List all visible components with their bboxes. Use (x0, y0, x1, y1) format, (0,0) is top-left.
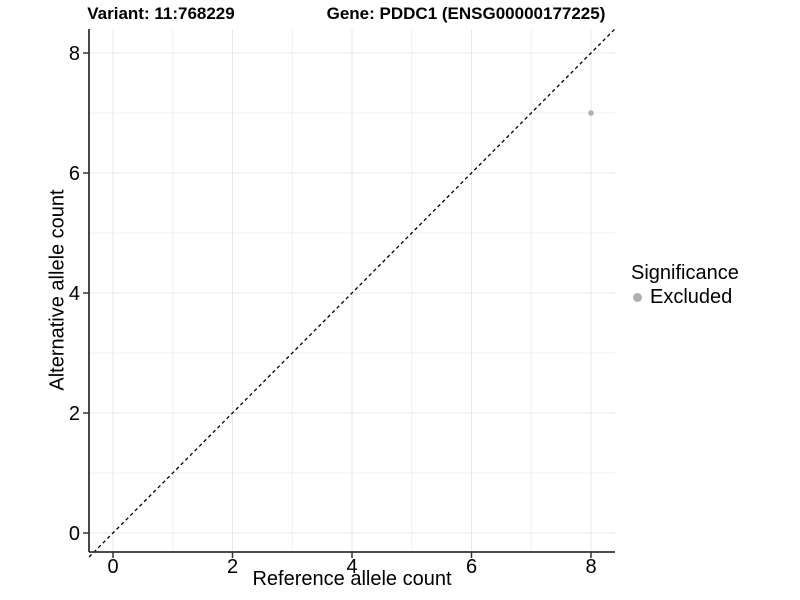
plot-title-variant: Variant: 11:768229 (87, 4, 235, 23)
y-tick-label: 4 (69, 283, 80, 305)
x-tick-label: 2 (227, 556, 238, 578)
y-tick-label: 6 (69, 163, 80, 185)
legend-item-label: Excluded (650, 285, 733, 308)
y-tick-label: 2 (69, 403, 80, 425)
legend-title: Significance (631, 262, 739, 284)
y-tick-label: 8 (69, 43, 80, 65)
x-tick-label: 6 (466, 556, 477, 578)
x-tick-label: 0 (107, 556, 118, 578)
y-tick-label: 0 (69, 523, 80, 545)
y-axis-title: Alternative allele count (46, 189, 69, 391)
plot-title-gene: Gene: PDDC1 (ENSG00000177225) (326, 4, 606, 23)
x-tick-label: 8 (585, 556, 596, 578)
identity-line (88, 28, 616, 558)
data-point (588, 110, 594, 116)
x-tick-label: 4 (346, 556, 357, 578)
legend: Significance Excluded (631, 261, 739, 309)
x-axis-title: Reference allele count (252, 568, 452, 590)
legend-marker-circle-icon (633, 292, 642, 302)
legend-item-excluded: Excluded (631, 285, 739, 309)
legend-items: Excluded (631, 285, 739, 309)
